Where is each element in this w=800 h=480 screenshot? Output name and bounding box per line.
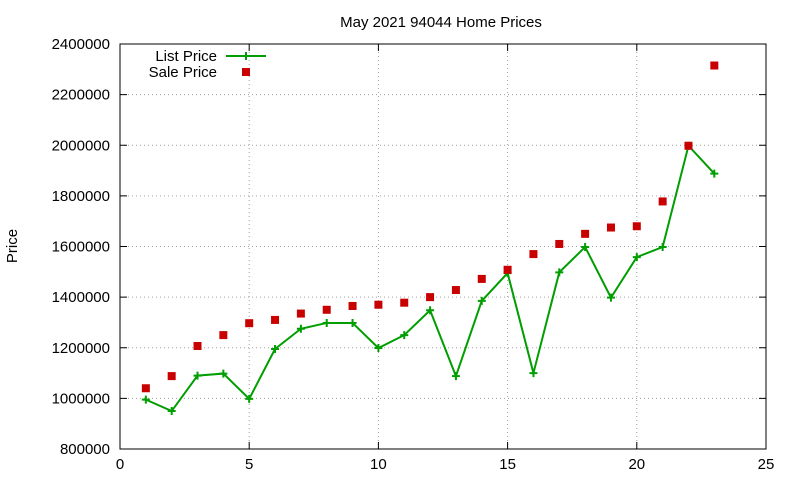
y-tick-label: 800000 [60,441,110,458]
legend-label-list-price: List Price [155,48,217,65]
x-tick-label: 20 [628,456,645,473]
list-price-point [426,306,435,315]
sale-price-point [348,301,357,310]
x-tick-label: 25 [758,456,775,473]
sale-price-point [193,341,202,350]
list-price-point [271,345,280,354]
sale-price-point [529,250,538,259]
sale-price-point [296,309,305,318]
sale-price-point [141,384,150,393]
list-price-point [710,169,719,178]
sale-price-point [219,331,228,340]
sale-price-point [374,300,383,309]
sale-price-point [606,223,615,232]
list-price-point [581,243,590,252]
y-tick-label: 2400000 [52,36,110,53]
sale-price-point [245,319,254,328]
legend-label-sale-price: Sale Price [149,64,217,81]
list-price-point [529,369,538,378]
sale-price-point [632,222,641,231]
x-tick-label: 15 [499,456,516,473]
list-price-point [193,371,202,380]
list-price-point [219,369,228,378]
list-price-point [555,268,564,277]
sale-price-point [271,315,280,324]
list-price-point [632,253,641,262]
sale-price-point [684,141,693,150]
list-price-point [348,318,357,327]
sale-price-point [477,274,486,283]
sale-price-point [555,239,564,248]
list-price-point [322,318,331,327]
list-price-point [658,243,667,252]
sale-price-point [167,372,176,381]
y-tick-label: 2000000 [52,137,110,154]
list-price-point [451,372,460,381]
sale-price-point [426,293,435,302]
y-tick-label: 1800000 [52,188,110,205]
y-tick-label: 1600000 [52,239,110,256]
sale-price-point [400,298,409,307]
y-tick-label: 2200000 [52,87,110,104]
list-price-point [296,324,305,333]
y-axis-label: Price [4,229,21,263]
list-price-point [141,395,150,404]
sale-price-point [451,286,460,295]
axis-ticks: 0 5 10 15 20 25 800000 1000000 1200000 1400000 160… [52,36,775,473]
list-price-point [477,296,486,305]
y-tick-label: 1000000 [52,390,110,407]
legend-marker-list-price [242,52,250,60]
y-tick-label: 1200000 [52,340,110,357]
list-price-point [606,293,615,302]
list-price-point [374,344,383,353]
list-price-point [400,331,409,340]
sale-price-point [658,197,667,206]
series-layer [141,61,719,416]
x-tick-label: 0 [116,456,124,473]
sale-price-point [581,229,590,238]
sale-price-point [710,61,719,70]
sale-price-point [503,265,512,274]
chart-title: May 2021 94044 Home Prices [340,14,542,31]
x-tick-label: 5 [245,456,253,473]
list-price-point [245,394,254,403]
legend-marker-sale-price [242,68,250,76]
list-price-point [167,407,176,416]
y-tick-label: 1400000 [52,289,110,306]
x-tick-label: 10 [370,456,387,473]
legend: List Price Sale Price [149,48,266,81]
sale-price-point [322,305,331,314]
